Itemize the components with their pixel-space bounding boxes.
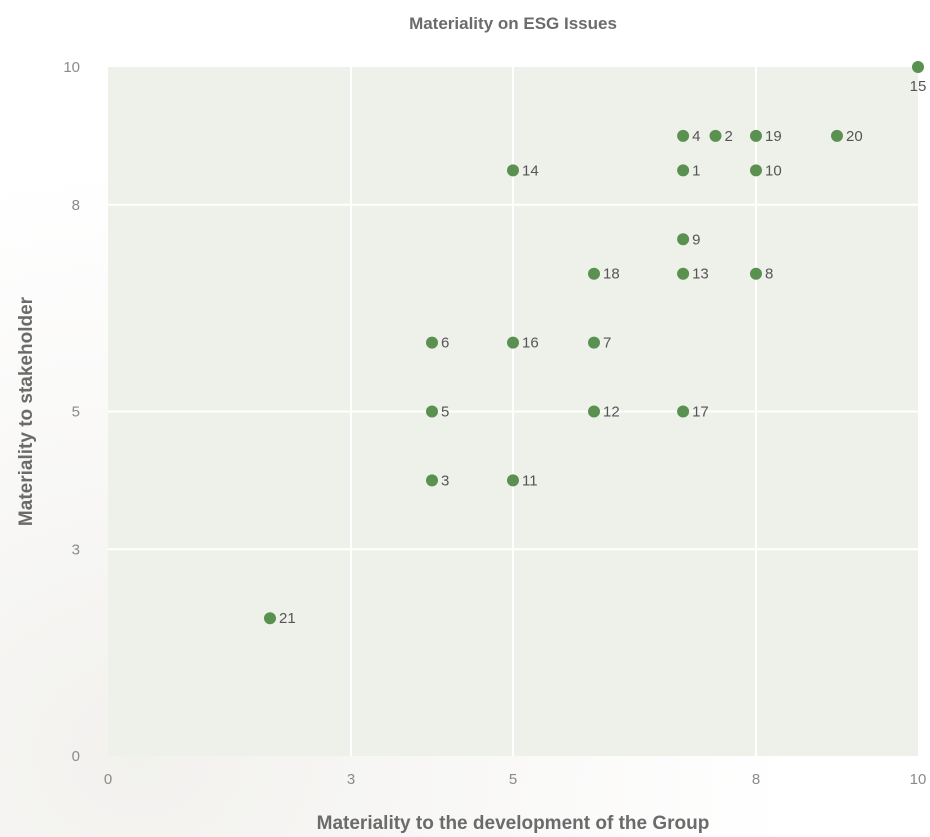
point-marker [750, 267, 762, 280]
data-point-18: 18 [588, 266, 620, 283]
point-label: 14 [522, 162, 539, 179]
point-marker [426, 405, 438, 418]
point-label: 12 [603, 404, 620, 421]
point-label: 3 [441, 472, 449, 489]
data-point-10: 10 [750, 162, 782, 179]
point-label: 5 [441, 404, 449, 421]
point-marker [426, 336, 438, 349]
point-marker [507, 336, 519, 349]
point-marker [588, 267, 600, 280]
point-label: 7 [603, 335, 611, 352]
x-tick-label: 8 [752, 771, 760, 788]
point-marker [507, 474, 519, 487]
point-label: 15 [910, 78, 927, 95]
data-point-1: 1 [677, 162, 700, 179]
point-marker [677, 129, 690, 142]
point-label: 21 [279, 610, 296, 627]
data-point-2: 2 [709, 128, 733, 145]
point-label: 19 [765, 128, 782, 145]
y-axis-title: Materiality to stakeholder [16, 296, 37, 526]
data-point-21: 21 [264, 610, 296, 627]
point-label: 11 [522, 472, 538, 489]
grid-lines [108, 67, 918, 756]
point-marker [709, 129, 722, 142]
point-marker [831, 129, 843, 142]
y-tick-label: 0 [72, 748, 80, 765]
point-label: 20 [846, 128, 863, 145]
data-point-8: 8 [750, 266, 773, 283]
x-tick-label: 0 [104, 771, 112, 788]
data-point-12: 12 [588, 404, 620, 421]
data-point-3: 3 [426, 472, 449, 489]
data-point-20: 20 [831, 128, 863, 145]
point-label: 17 [692, 404, 709, 421]
data-point-5: 5 [426, 404, 449, 421]
point-label: 13 [692, 266, 709, 283]
point-label: 16 [522, 335, 539, 352]
x-tick-label: 10 [910, 771, 927, 788]
chart-title: Materiality on ESG Issues [409, 14, 617, 33]
point-label: 10 [765, 162, 782, 179]
y-tick-label: 10 [63, 59, 80, 76]
data-point-6: 6 [426, 335, 449, 352]
point-marker [588, 405, 600, 418]
point-marker [677, 233, 690, 246]
point-marker [912, 61, 924, 73]
x-tick-labels: 0 3 5 8 10 [104, 771, 927, 788]
x-axis-title: Materiality to the development of the Gr… [317, 813, 710, 834]
point-marker [750, 129, 762, 142]
point-label: 4 [692, 128, 700, 145]
data-point-13: 13 [677, 266, 709, 283]
point-marker [677, 405, 690, 418]
y-tick-labels: 0 3 5 8 10 [63, 59, 80, 765]
point-label: 9 [692, 231, 700, 248]
point-marker [426, 474, 438, 487]
y-tick-label: 8 [72, 197, 80, 214]
point-label: 18 [603, 266, 620, 283]
point-marker [264, 612, 276, 625]
y-tick-label: 5 [72, 404, 80, 421]
data-point-7: 7 [588, 335, 611, 352]
point-label: 8 [765, 266, 773, 283]
data-point-19: 19 [750, 128, 782, 145]
x-tick-label: 3 [347, 771, 355, 788]
point-label: 2 [725, 128, 733, 145]
data-point-4: 4 [677, 128, 700, 145]
point-marker [750, 164, 762, 177]
point-marker [507, 164, 519, 177]
point-marker [677, 164, 690, 177]
data-point-11: 11 [507, 472, 538, 489]
x-tick-label: 5 [509, 771, 517, 788]
point-marker [588, 336, 600, 349]
data-point-9: 9 [677, 231, 700, 248]
data-point-17: 17 [677, 404, 709, 421]
data-point-15: 15 [910, 61, 927, 95]
data-point-14: 14 [507, 162, 539, 179]
data-point-16: 16 [507, 335, 539, 352]
y-tick-label: 3 [72, 541, 80, 558]
point-label: 6 [441, 335, 449, 352]
point-marker [677, 267, 690, 280]
point-label: 1 [692, 162, 700, 179]
